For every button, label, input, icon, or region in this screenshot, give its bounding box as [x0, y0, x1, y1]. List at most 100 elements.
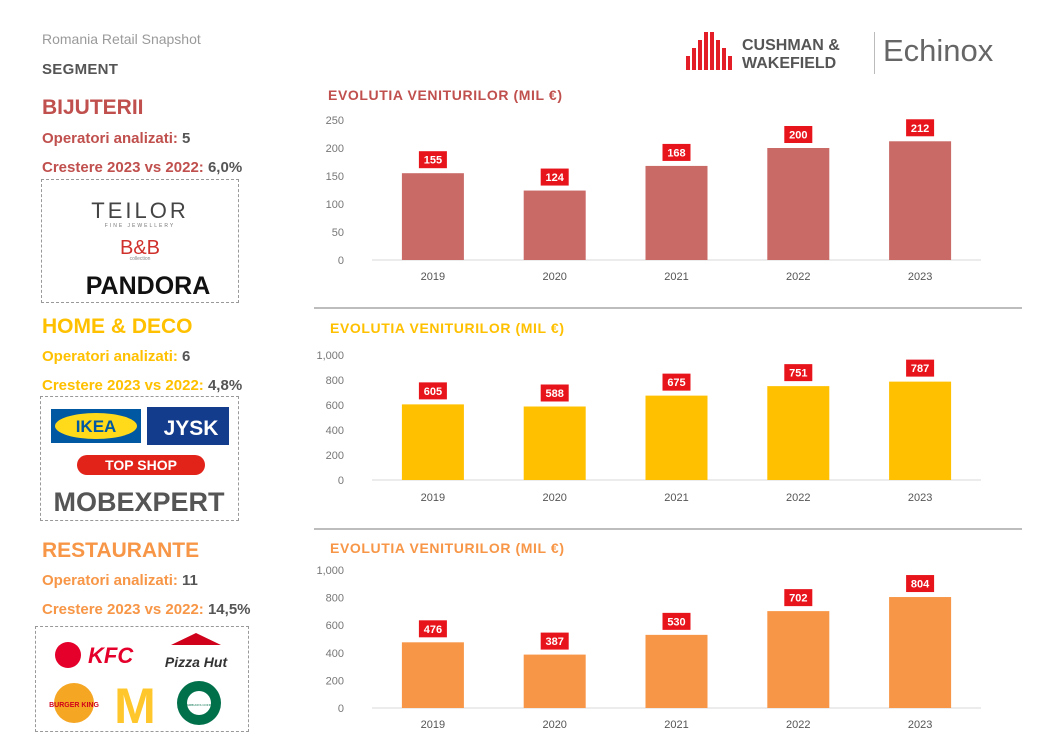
- operators-value: 5: [182, 130, 191, 147]
- operators-label: Operatori analizati:: [42, 130, 178, 147]
- operators-value: 11: [182, 572, 198, 589]
- y-tick-label: 100: [326, 199, 344, 211]
- bar: [523, 190, 586, 260]
- data-label-box: [540, 384, 569, 402]
- x-tick-label: 2023: [908, 271, 932, 283]
- data-label-box: [662, 143, 691, 161]
- burgerking-logo: BURGER KING: [49, 702, 99, 709]
- y-tick-label: 600: [326, 400, 344, 412]
- data-label: 702: [789, 593, 807, 605]
- growth-label: Crestere 2023 vs 2022:: [42, 159, 204, 176]
- y-tick-label: 150: [326, 171, 344, 183]
- data-label-box: [784, 589, 813, 607]
- data-label: 675: [667, 377, 685, 389]
- y-tick-label: 600: [326, 620, 344, 632]
- y-tick-label: 0: [338, 255, 344, 267]
- bar: [401, 642, 464, 708]
- echinox-logo-text: Echinox: [883, 33, 994, 68]
- chart-title-home-deco: EVOLUTIA VENITURILOR (MIL €): [330, 320, 565, 336]
- logo-cw-line2: WAKEFIELD: [742, 55, 836, 72]
- data-label: 124: [546, 172, 565, 184]
- section-separator: [314, 307, 1022, 309]
- brand-logos-restaurante: KFC Pizza Hut BURGER KING M STARBUCKS CO…: [35, 626, 249, 734]
- logo-cw-line1: CUSHMAN &: [742, 37, 840, 54]
- segment-title-home-deco: HOME & DECO: [42, 315, 193, 338]
- jysk-logo: JYSK: [164, 417, 219, 440]
- x-tick-label: 2019: [421, 719, 445, 731]
- bar: [767, 386, 830, 480]
- bar: [889, 141, 952, 260]
- operators-line-home-deco: Operatori analizati: 6: [42, 348, 190, 365]
- x-tick-label: 2019: [421, 271, 445, 283]
- pandora-logo: PANDORA: [86, 272, 211, 300]
- segment-title-restaurante: RESTAURANTE: [42, 539, 200, 562]
- data-label-box: [906, 575, 935, 593]
- bar: [645, 165, 708, 260]
- bar: [889, 381, 952, 480]
- data-label: 804: [911, 579, 930, 591]
- data-label-box: [540, 168, 569, 186]
- data-label-box: [540, 632, 569, 650]
- growth-line-restaurante: Crestere 2023 vs 2022: 14,5%: [42, 601, 251, 618]
- x-tick-label: 2021: [664, 492, 688, 504]
- bar: [767, 611, 830, 708]
- bb-logo-tagline: collection: [130, 256, 151, 262]
- data-label: 155: [424, 155, 442, 167]
- operators-line-bijuterii: Operatori analizati: 5: [42, 130, 190, 147]
- kfc-logo: KFC: [88, 643, 134, 668]
- x-tick-label: 2021: [664, 719, 688, 731]
- starbucks-logo-center: [187, 691, 211, 715]
- data-label-box: [784, 364, 813, 382]
- chart-title-restaurante: EVOLUTIA VENITURILOR (MIL €): [330, 540, 565, 556]
- cushman-wakefield-logo: CUSHMAN & WAKEFIELD: [686, 30, 866, 72]
- data-label: 168: [667, 147, 685, 159]
- growth-line-home-deco: Crestere 2023 vs 2022: 4,8%: [42, 377, 242, 394]
- mobexpert-logo: MOBEXPERT: [53, 487, 225, 517]
- data-label: 530: [667, 616, 685, 628]
- segment-title-bijuterii: BIJUTERII: [42, 96, 144, 119]
- data-label: 787: [911, 363, 929, 375]
- revenue-chart-restaurante: 0 200 400 600 800 1,000 476 2019 387 2020 530 2021 7…: [316, 565, 981, 731]
- kfc-colonel-icon: [55, 642, 81, 668]
- bar: [401, 173, 464, 260]
- data-label-box: [662, 373, 691, 391]
- data-label: 605: [424, 386, 442, 398]
- growth-value: 6,0%: [207, 159, 243, 176]
- y-tick-label: 250: [326, 115, 344, 127]
- operators-label: Operatori analizati:: [42, 348, 178, 365]
- bar: [523, 406, 586, 480]
- y-tick-label: 800: [326, 375, 344, 387]
- x-tick-label: 2022: [786, 492, 810, 504]
- bar: [645, 634, 708, 708]
- data-label-box: [906, 359, 935, 377]
- data-label-box: [906, 119, 935, 137]
- ikea-logo-oval: [55, 413, 137, 439]
- section-separator: [314, 528, 1022, 530]
- chart-title-bijuterii: EVOLUTIA VENITURILOR (MIL €): [328, 87, 563, 103]
- y-tick-label: 50: [332, 227, 344, 239]
- bar: [889, 597, 952, 708]
- segment-label: SEGMENT: [42, 61, 119, 78]
- mcdonalds-logo: M: [114, 678, 156, 731]
- y-tick-label: 200: [326, 675, 344, 687]
- bar: [401, 404, 464, 480]
- ikea-logo: IKEA: [76, 417, 117, 436]
- pizzahut-roof-icon: [171, 633, 221, 645]
- data-label-box: [418, 382, 447, 400]
- x-tick-label: 2020: [542, 492, 566, 504]
- report-subtitle: Romania Retail Snapshot: [42, 31, 201, 47]
- y-tick-label: 200: [326, 450, 344, 462]
- data-label-box: [418, 151, 447, 169]
- data-label-box: [418, 620, 447, 638]
- bar: [767, 148, 830, 260]
- data-label: 200: [789, 130, 807, 142]
- topshop-logo-bg: [77, 455, 205, 475]
- teilor-logo-tagline: FINE JEWELLERY: [105, 223, 175, 229]
- y-tick-label: 400: [326, 425, 344, 437]
- growth-label: Crestere 2023 vs 2022:: [42, 601, 204, 618]
- x-tick-label: 2023: [908, 492, 932, 504]
- y-tick-label: 200: [326, 143, 344, 155]
- jysk-logo-bg: [147, 407, 229, 445]
- y-tick-label: 0: [338, 475, 344, 487]
- logo-divider: [874, 32, 875, 74]
